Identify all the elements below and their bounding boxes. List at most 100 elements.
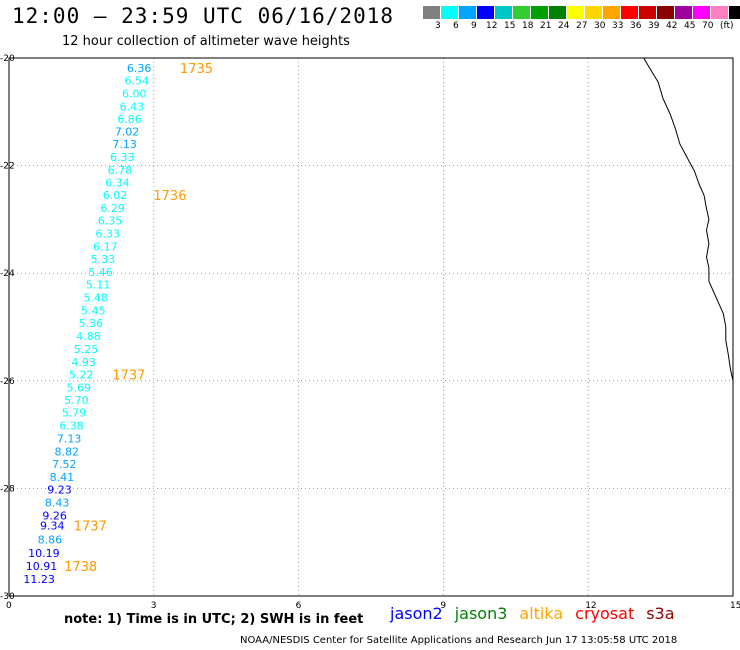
time-labels: 1735 1736 1737 1737 1738 (64, 62, 213, 575)
legend-swatch (423, 6, 441, 19)
wave-height-label: 5.46 (88, 266, 113, 279)
satellite-legend: jason2 jason3 altika cryosat s3a (390, 604, 687, 623)
coastline (643, 57, 734, 392)
legend-label: 6 (453, 21, 459, 31)
time-label: 1736 (153, 189, 186, 204)
wave-height-label: 9.23 (47, 483, 72, 496)
legend-swatch (621, 6, 639, 19)
satellite-name: jason2 (390, 604, 443, 623)
legend-label: 12 (486, 21, 498, 31)
time-label: 1737 (74, 520, 107, 535)
wave-height-label: 5.69 (67, 381, 92, 394)
legend-swatch (477, 6, 495, 19)
y-tick-label: -26 (0, 377, 15, 387)
grid-lines (9, 58, 733, 596)
legend-swatch (639, 6, 657, 19)
wave-height-label: 6.78 (108, 164, 133, 177)
wave-height-label: 7.13 (57, 432, 82, 445)
y-tick-label: -20 (0, 54, 15, 64)
wave-height-label: 6.33 (110, 151, 135, 164)
time-label: 1738 (64, 560, 97, 575)
legend-swatch (729, 6, 740, 19)
legend-swatch (567, 6, 585, 19)
wave-height-label: 9.34 (40, 520, 65, 533)
y-tick-label: -28 (0, 484, 15, 494)
wave-height-label: 6.02 (103, 189, 128, 202)
legend-label: 3 (435, 21, 441, 31)
wave-height-label: 6.17 (93, 240, 118, 253)
x-tick-label: 6 (296, 601, 302, 611)
legend-label: 36 (630, 21, 642, 31)
wave-height-label: 7.13 (112, 138, 137, 151)
x-tick-label: 3 (151, 601, 157, 611)
wave-height-label: 5.79 (62, 407, 87, 420)
time-label: 1735 (180, 62, 213, 77)
x-tick-label: 15 (730, 601, 740, 611)
legend-label: 18 (522, 21, 534, 31)
wave-height-label: 8.86 (38, 534, 63, 547)
legend-label: 45 (684, 21, 696, 31)
wave-height-label: 8.43 (45, 496, 70, 509)
legend-label: 33 (612, 21, 624, 31)
legend-label: 9 (471, 21, 477, 31)
legend-label: 15 (504, 21, 516, 31)
legend-swatch (711, 6, 729, 19)
wave-height-label: 5.70 (64, 394, 89, 407)
wave-height-label: 5.11 (86, 278, 111, 291)
wave-height-label: 9.26 (42, 509, 67, 522)
wave-height-label: 11.23 (23, 573, 55, 586)
legend-swatch (549, 6, 567, 19)
x-tick-label: 12 (585, 601, 596, 611)
legend-swatch (657, 6, 675, 19)
legend-label: 21 (540, 21, 552, 31)
wave-height-label: 6.33 (96, 227, 121, 240)
axis-labels: 0 3 6 9 12 15 -20 -22 -24 -26 -28 -30 (0, 54, 740, 611)
legend-swatch (513, 6, 531, 19)
wave-height-label: 6.29 (100, 202, 125, 215)
legend-swatch (693, 6, 711, 19)
legend-label: 24 (558, 21, 570, 31)
legend-label: 42 (666, 21, 678, 31)
legend-label: 30 (594, 21, 606, 31)
legend-swatch (495, 6, 513, 19)
credit-line: NOAA/NESDIS Center for Satellite Applica… (240, 635, 678, 646)
y-tick-label: -30 (0, 592, 15, 602)
satellite-name: s3a (646, 604, 675, 623)
map-subtitle: 12 hour collection of altimeter wave hei… (62, 34, 350, 49)
wave-height-label: 6.38 (59, 419, 84, 432)
legend-label: 27 (576, 21, 588, 31)
wave-height-label: 7.52 (52, 458, 77, 471)
legend-label: 70 (702, 21, 714, 31)
y-tick-label: -24 (0, 269, 15, 279)
legend-color-boxes (423, 6, 740, 19)
legend-swatch (531, 6, 549, 19)
wave-height-label: 5.33 (91, 253, 116, 266)
wave-height-label: 6.36 (127, 62, 152, 75)
color-legend: 3 6 9 12 15 18 21 24 27 30 33 36 39 42 45 70 (ft) (423, 6, 740, 33)
wave-height-label: 5.48 (83, 291, 108, 304)
wave-height-label: 5.36 (79, 317, 104, 330)
wave-height-label: 5.22 (69, 368, 94, 381)
plot-frame (8, 57, 734, 597)
legend-swatch (585, 6, 603, 19)
wave-height-label: 4.93 (71, 356, 96, 369)
legend-labels: 3 6 9 12 15 18 21 24 27 30 33 36 39 42 45 70 (ft) (423, 19, 740, 33)
legend-swatch (459, 6, 477, 19)
footer-note: note: 1) Time is in UTC; 2) SWH is in fe… (64, 612, 364, 627)
satellite-name: jason3 (454, 604, 508, 623)
y-tick-label: -22 (0, 162, 15, 172)
satellite-name: altika (519, 604, 564, 623)
wave-height-label: 6.43 (120, 100, 145, 113)
wave-height-label: 8.41 (50, 471, 75, 484)
wave-height-label: 6.86 (117, 113, 142, 126)
wave-height-label: 6.54 (124, 75, 149, 88)
legend-swatch (441, 6, 459, 19)
wave-height-label: 5.25 (74, 343, 99, 356)
x-tick-label: 0 (6, 601, 12, 611)
legend-swatch (675, 6, 693, 19)
map-title: 12:00 – 23:59 UTC 06/16/2018 (12, 4, 395, 28)
wave-height-label: 10.19 (28, 547, 60, 560)
wave-height-label: 10.91 (26, 560, 58, 573)
legend-label: 39 (648, 21, 660, 31)
x-tick-label: 9 (440, 601, 446, 611)
